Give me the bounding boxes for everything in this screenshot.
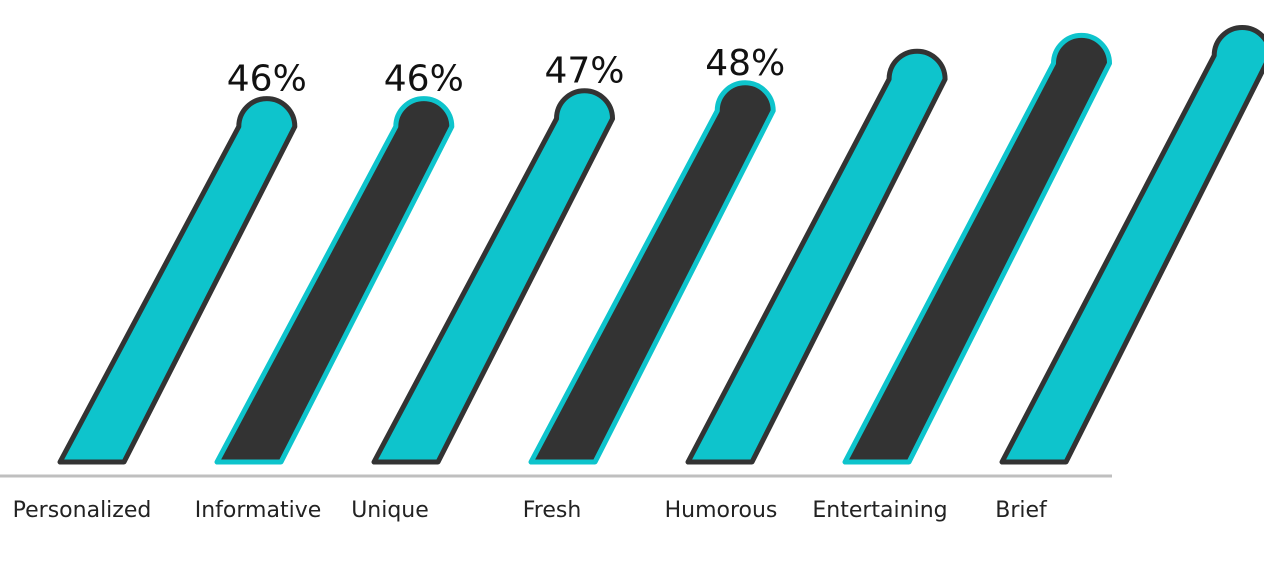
bar-personalized [57,96,298,465]
value-label-fresh: 48% [705,43,785,84]
bar-humorous [685,48,948,465]
category-label-fresh: Fresh [523,498,582,523]
bar-informative [214,96,455,465]
category-label-personalized: Personalized [13,498,152,523]
bar-brief [999,25,1264,465]
value-label-informative: 46% [384,59,464,100]
bar-unique [371,88,616,465]
value-label-personalized: 46% [227,59,307,100]
category-label-entertaining: Entertaining [812,498,947,523]
category-label-brief: Brief [995,498,1048,523]
value-label-unique: 47% [545,51,625,92]
value-labels-group: 46% 46% 47% 48% [227,43,785,100]
category-label-informative: Informative [195,498,322,523]
bar-entertaining [842,32,1112,465]
category-labels-group: Personalized Informative Unique Fresh Humoro… [13,498,1048,523]
category-label-unique: Unique [351,498,429,523]
bars-group [57,25,1264,465]
category-label-humorous: Humorous [665,498,778,523]
bar-fresh [528,80,776,465]
